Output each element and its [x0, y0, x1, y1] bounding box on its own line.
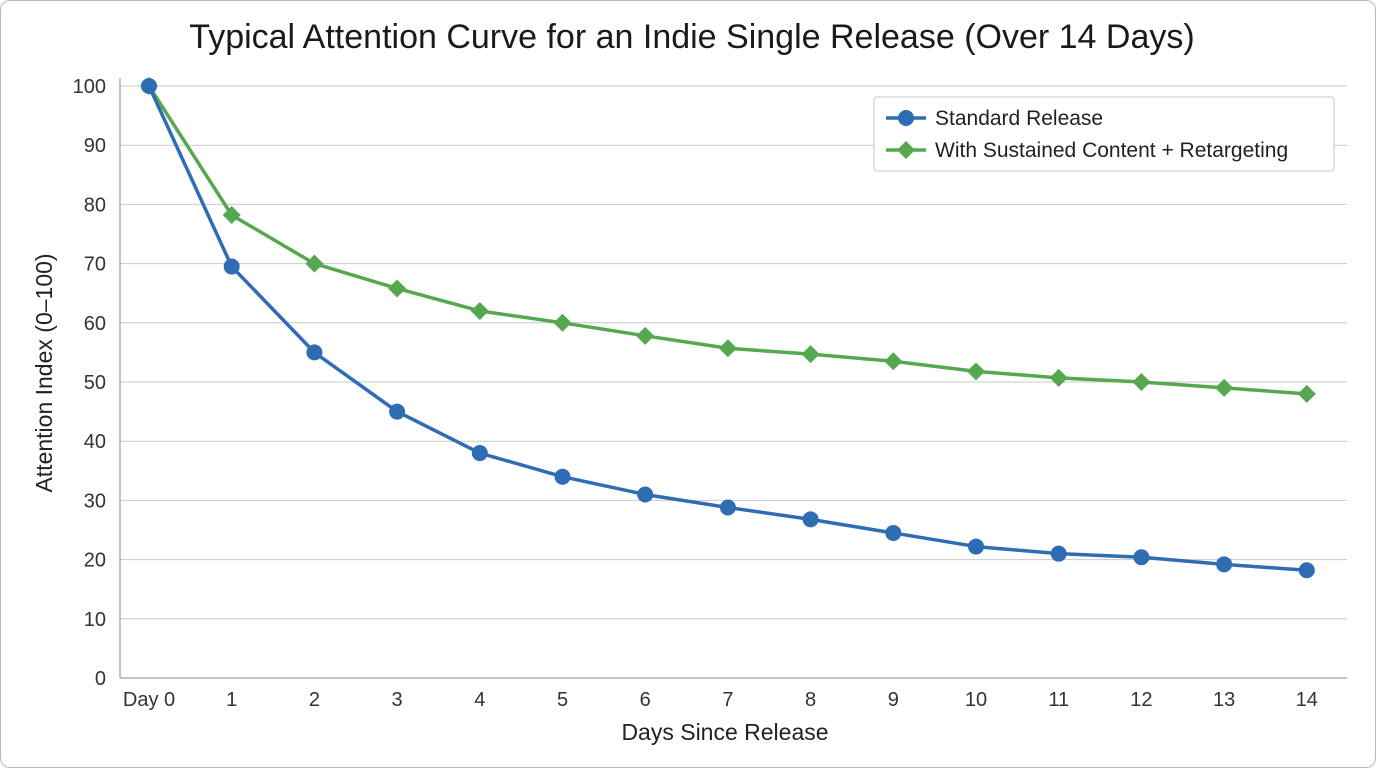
series-lines — [140, 77, 1316, 579]
diamond-marker — [1132, 373, 1151, 391]
diamond-marker — [305, 254, 324, 273]
circle-marker — [719, 499, 736, 516]
x-tick-labels: Day 0 1 2 3 4 5 6 7 8 9 10 11 12 13 14 — [123, 689, 1318, 711]
x-tick-label: 11 — [1048, 689, 1069, 711]
circle-marker — [802, 511, 819, 528]
y-tick-label: 20 — [84, 550, 106, 572]
circle-marker — [1050, 545, 1067, 562]
legend-box — [873, 96, 1335, 172]
diamond-marker — [884, 352, 903, 371]
circle-marker — [1133, 549, 1150, 566]
circle-marker — [968, 538, 984, 555]
diamond-marker — [388, 279, 407, 298]
diamond-marker — [967, 362, 985, 381]
y-axis-label: Attention Index (0–100) — [31, 253, 57, 492]
y-tick-label: 0 — [95, 668, 106, 690]
circle-marker — [898, 110, 914, 126]
x-tick-label: 9 — [888, 689, 899, 711]
y-tick-label: 90 — [84, 135, 106, 157]
circle-marker — [1216, 556, 1233, 573]
diamond-marker — [718, 339, 737, 358]
x-tick-label: 7 — [722, 689, 733, 711]
diamond-marker — [801, 345, 820, 364]
x-tick-label: 14 — [1296, 689, 1318, 711]
circle-marker — [637, 486, 654, 503]
circle-marker — [885, 524, 902, 541]
diamond-marker — [1049, 368, 1068, 387]
x-tick-label: 13 — [1213, 689, 1235, 711]
diamond-marker — [222, 206, 241, 225]
x-tick-label: 12 — [1130, 689, 1152, 711]
x-tick-label: 4 — [474, 689, 485, 711]
x-tick-label: 10 — [965, 689, 987, 711]
y-tick-labels: 0 10 20 30 40 50 60 70 80 90 100 — [73, 76, 106, 690]
x-tick-label: 3 — [392, 689, 403, 711]
legend-label: Standard Release — [935, 107, 1103, 130]
legend-label: With Sustained Content + Retargeting — [935, 139, 1288, 162]
circle-marker — [389, 403, 406, 420]
gridlines — [120, 85, 1347, 620]
y-tick-label: 100 — [73, 76, 106, 98]
diamond-marker — [1215, 378, 1234, 397]
y-tick-label: 70 — [84, 254, 106, 276]
legend: Standard Release With Sustained Content +… — [873, 96, 1335, 172]
diamond-marker — [636, 326, 655, 345]
circle-marker — [306, 344, 323, 361]
y-tick-label: 30 — [84, 490, 106, 512]
y-tick-label: 80 — [84, 194, 106, 216]
legend-entry: With Sustained Content + Retargeting — [886, 139, 1288, 162]
circle-marker — [554, 468, 571, 485]
circle-marker — [1298, 562, 1315, 579]
x-tick-label: 8 — [805, 689, 816, 711]
circle-marker — [223, 258, 240, 275]
circle-marker — [141, 78, 157, 94]
x-tick-label: 2 — [309, 689, 320, 711]
diamond-marker — [1297, 384, 1316, 403]
x-tick-label: Day 0 — [123, 689, 175, 711]
y-tick-label: 50 — [84, 372, 106, 394]
x-axis-label: Days Since Release — [621, 719, 828, 745]
circle-marker — [471, 445, 488, 462]
x-tick-label: 5 — [557, 689, 568, 711]
diamond-marker — [470, 301, 489, 320]
diamond-marker — [553, 313, 572, 332]
y-tick-label: 60 — [84, 313, 106, 335]
axes — [119, 78, 1347, 679]
legend-entry: Standard Release — [886, 107, 1103, 130]
y-tick-label: 40 — [84, 431, 106, 453]
series-standard-release — [141, 78, 1315, 579]
chart-title: Typical Attention Curve for an Indie Sin… — [189, 18, 1194, 56]
x-tick-label: 6 — [640, 689, 651, 711]
y-tick-label: 10 — [84, 609, 106, 631]
x-tick-label: 1 — [226, 689, 237, 711]
diamond-marker — [897, 141, 915, 159]
